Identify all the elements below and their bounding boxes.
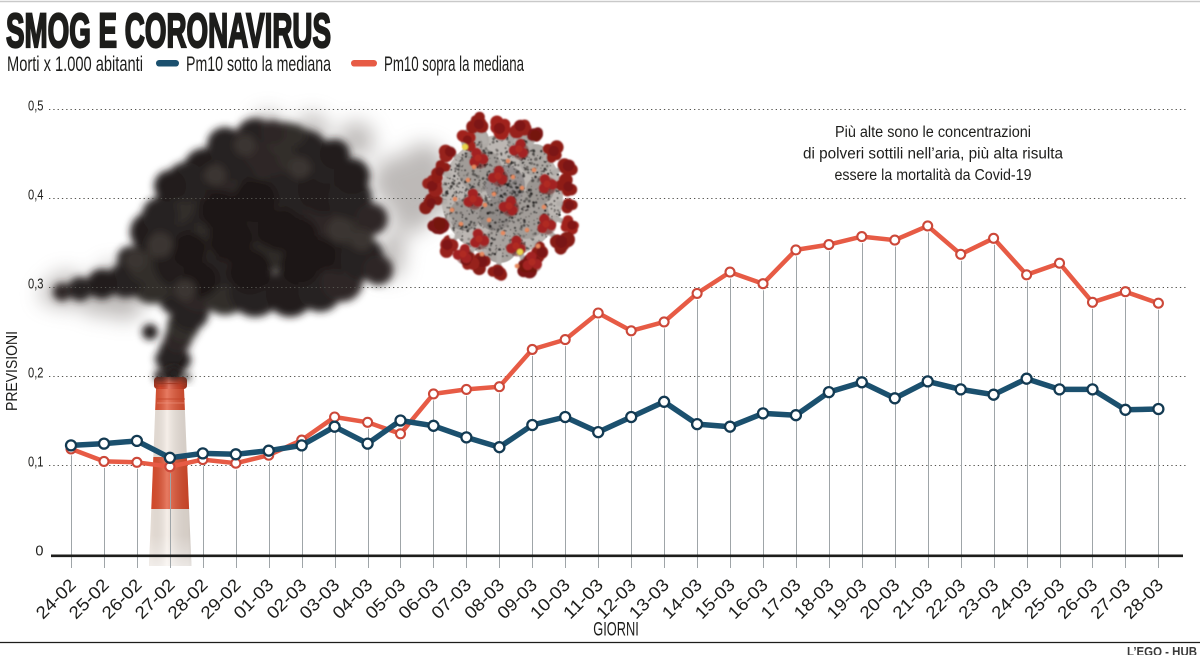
- svg-text:SMOG E CORONAVIRUS: SMOG E CORONAVIRUS: [6, 5, 331, 58]
- svg-text:PREVISIONI: PREVISIONI: [4, 331, 21, 411]
- svg-text:L’EGO - HUB: L’EGO - HUB: [1127, 645, 1197, 655]
- svg-text:Morti x 1.000 abitanti: Morti x 1.000 abitanti: [7, 53, 143, 76]
- svg-text:essere la mortalità da Covid-1: essere la mortalità da Covid-19: [835, 167, 1032, 184]
- svg-text:0,2: 0,2: [28, 366, 44, 382]
- svg-text:0: 0: [35, 544, 43, 560]
- svg-text:0,1: 0,1: [28, 455, 44, 471]
- svg-text:0,4: 0,4: [28, 188, 44, 204]
- svg-text:di polveri sottili nell’aria,: di polveri sottili nell’aria, più alta r…: [803, 146, 1063, 163]
- svg-text:0,3: 0,3: [28, 277, 44, 293]
- svg-text:0,5: 0,5: [28, 99, 44, 115]
- svg-text:GIORNI: GIORNI: [593, 620, 639, 641]
- svg-text:Pm10 sopra la mediana: Pm10 sopra la mediana: [384, 53, 524, 76]
- svg-text:Più alte sono le concentrazion: Più alte sono le concentrazioni: [835, 124, 1031, 141]
- svg-text:Pm10 sotto la mediana: Pm10 sotto la mediana: [186, 53, 331, 76]
